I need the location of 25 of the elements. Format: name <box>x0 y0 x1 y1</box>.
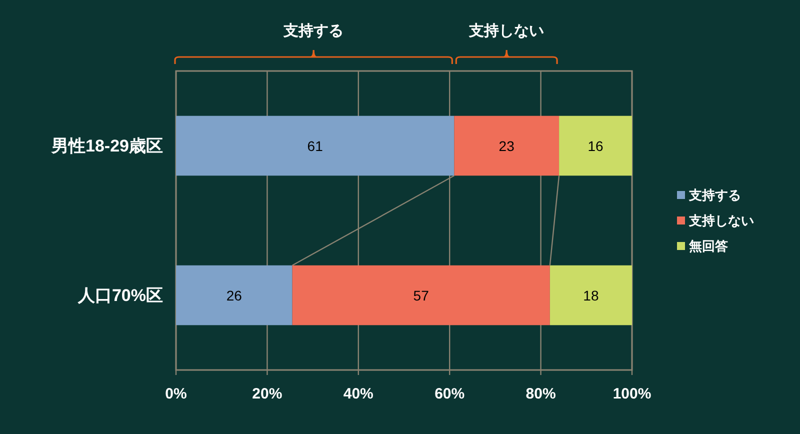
text: 支持しない <box>468 22 544 40</box>
x-tick-label: 0% <box>165 386 187 402</box>
y-tick-label: 男性18-29歳区 <box>50 136 163 156</box>
x-tick-label: 20% <box>252 386 282 402</box>
bar <box>550 265 632 326</box>
y-tick-label: 人口70%区 <box>76 286 163 305</box>
x-tick-label: 60% <box>434 386 465 402</box>
bar <box>292 265 550 326</box>
x-tick-label: 40% <box>343 386 374 402</box>
data-label: 61 <box>307 138 324 154</box>
legend-label: 支持しない <box>688 213 754 228</box>
bar <box>454 116 560 176</box>
legend-label: 支持する <box>688 188 741 202</box>
bar <box>176 116 454 176</box>
bar <box>176 265 292 326</box>
text: 支持する <box>282 22 344 40</box>
data-label: 18 <box>583 287 599 304</box>
data-label: 57 <box>413 287 430 304</box>
legend-label: 無回答 <box>688 238 728 254</box>
data-label: 23 <box>498 138 515 154</box>
data-label: 26 <box>226 287 242 304</box>
data-label: 16 <box>588 138 604 154</box>
bar <box>559 116 632 176</box>
x-tick-label: 80% <box>526 386 556 402</box>
x-tick-label: 100% <box>612 386 652 402</box>
